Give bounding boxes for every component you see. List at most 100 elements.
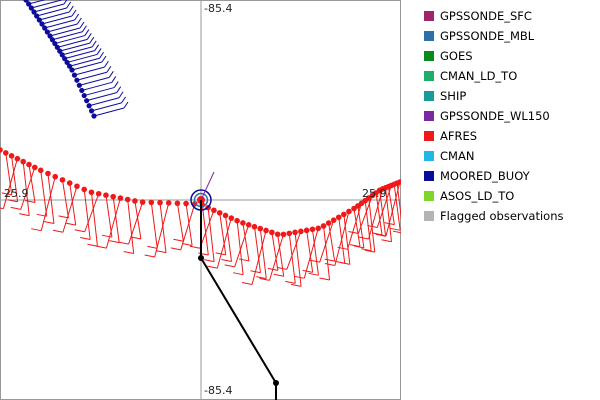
legend-item-gpssonde-sfc[interactable]: GPSSONDE_SFC: [424, 6, 564, 26]
wind-barb: [81, 76, 117, 91]
axis-label-bottom: -85.4: [204, 384, 232, 397]
observation-point: [330, 217, 337, 223]
wind-barb: [348, 195, 373, 234]
observation-point: [81, 186, 88, 193]
legend-swatch: [424, 211, 434, 221]
legend-label: ASOS_LD_TO: [440, 189, 515, 203]
observation-point: [88, 108, 95, 114]
legend-item-moored-buoy[interactable]: MOORED_BUOY: [424, 166, 564, 186]
observation-point: [183, 200, 189, 207]
wind-barb: [41, 9, 77, 25]
legend-swatch: [424, 31, 434, 41]
legend-label: SHIP: [440, 89, 467, 103]
legend-swatch: [424, 171, 434, 181]
wind-barb: [204, 207, 215, 263]
legend-item-flagged-observations[interactable]: Flagged observations: [424, 206, 564, 226]
wind-barb: [74, 193, 100, 233]
legend-label: AFRES: [440, 129, 478, 143]
observation-point: [341, 211, 347, 218]
wind-barb: [19, 161, 30, 217]
legend-label: CMAN: [440, 149, 475, 163]
observation-point: [157, 199, 163, 206]
wind-barb: [36, 1, 72, 17]
observation-point: [26, 161, 32, 168]
observation-point: [39, 21, 45, 27]
wind-barb: [39, 5, 74, 21]
wind-plot: -85.4 -85.4 25.9 25.9: [0, 0, 401, 400]
observation-point: [62, 56, 68, 62]
wind-barb: [62, 40, 97, 56]
observation-point: [66, 63, 73, 69]
wind-barb: [130, 200, 142, 240]
legend-label: GPSSONDE_MBL: [440, 29, 535, 43]
wind-barb: [276, 231, 302, 270]
observation-point: [79, 87, 85, 94]
observation-point: [103, 192, 109, 198]
legend-item-cman[interactable]: CMAN: [424, 146, 564, 166]
wind-barb: [238, 222, 250, 262]
wind-barb: [273, 234, 285, 277]
wind-barb: [31, 0, 62, 9]
wind-barb: [381, 187, 393, 243]
observation-point: [0, 147, 3, 153]
observation-point: [31, 164, 38, 171]
observation-point: [74, 77, 80, 83]
observation-point: [52, 40, 58, 47]
legend-item-gpssonde-mbl[interactable]: GPSSONDE_MBL: [424, 26, 564, 46]
observation-point: [222, 212, 229, 219]
legend-swatch: [424, 151, 434, 161]
wind-barb: [241, 230, 267, 285]
wind-barb: [147, 202, 158, 249]
moored-buoy-track: [23, 0, 129, 119]
legend-item-afres[interactable]: AFRES: [424, 126, 564, 146]
observation-point: [42, 25, 48, 31]
observation-point: [95, 190, 102, 197]
observation-point: [286, 230, 293, 237]
observation-point: [57, 48, 63, 54]
observation-point: [139, 199, 146, 205]
observation-point: [263, 227, 269, 234]
wind-barb: [375, 181, 401, 237]
track-line: [200, 200, 277, 400]
wind-barb: [28, 0, 46, 5]
wind-barb: [319, 225, 331, 281]
wind-barb: [364, 198, 376, 253]
wind-barb: [181, 203, 193, 247]
legend-label: GPSSONDE_WL150: [440, 109, 550, 123]
wind-barb: [233, 220, 244, 276]
wind-barb: [308, 229, 319, 276]
legend-item-cman-ld-to[interactable]: CMAN_LD_TO: [424, 66, 564, 86]
observation-point: [198, 255, 204, 261]
observation-point: [335, 214, 342, 221]
black-track: [198, 200, 279, 400]
wind-barb: [294, 228, 319, 279]
observation-point: [298, 228, 304, 235]
observation-point: [36, 17, 42, 23]
legend-item-ship[interactable]: SHIP: [424, 86, 564, 106]
legend-label: Flagged observations: [440, 209, 564, 223]
observation-point: [325, 220, 332, 226]
observation-point: [351, 205, 357, 212]
wind-barb: [33, 0, 68, 13]
legend-item-asos-ld-to[interactable]: ASOS_LD_TO: [424, 186, 564, 206]
observation-point: [165, 200, 172, 206]
legend-item-gpssonde-wl150[interactable]: GPSSONDE_WL150: [424, 106, 564, 126]
wind-barb: [71, 55, 107, 71]
wind-barb: [224, 224, 250, 268]
wind-barb: [309, 220, 335, 263]
legend-swatch: [424, 91, 434, 101]
observation-point: [148, 199, 155, 206]
observation-point: [74, 183, 80, 190]
wind-barb: [198, 204, 209, 256]
legend-item-goes[interactable]: GOES: [424, 46, 564, 66]
wind-barb: [54, 29, 90, 45]
observation-point: [251, 223, 258, 230]
wind-barb: [84, 81, 119, 97]
wind-barb: [215, 212, 227, 256]
observation-point: [257, 225, 264, 232]
legend-label: GOES: [440, 49, 473, 63]
wind-barb: [7, 155, 19, 203]
observation-point: [124, 196, 131, 203]
wind-barb: [88, 91, 124, 107]
observation-point: [211, 207, 217, 214]
